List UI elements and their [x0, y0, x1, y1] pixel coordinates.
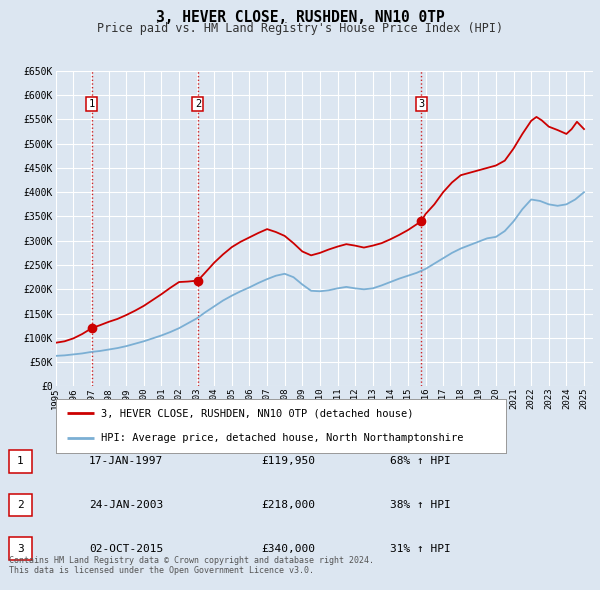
- Text: 1: 1: [17, 457, 24, 466]
- Text: 02-OCT-2015: 02-OCT-2015: [89, 544, 163, 553]
- Text: 3, HEVER CLOSE, RUSHDEN, NN10 0TP (detached house): 3, HEVER CLOSE, RUSHDEN, NN10 0TP (detac…: [101, 408, 413, 418]
- Text: HPI: Average price, detached house, North Northamptonshire: HPI: Average price, detached house, Nort…: [101, 434, 463, 444]
- Text: 68% ↑ HPI: 68% ↑ HPI: [389, 457, 451, 466]
- Text: 3: 3: [17, 544, 24, 553]
- Text: 17-JAN-1997: 17-JAN-1997: [89, 457, 163, 466]
- Text: 3, HEVER CLOSE, RUSHDEN, NN10 0TP: 3, HEVER CLOSE, RUSHDEN, NN10 0TP: [155, 10, 445, 25]
- Text: £340,000: £340,000: [261, 544, 315, 553]
- Text: This data is licensed under the Open Government Licence v3.0.: This data is licensed under the Open Gov…: [9, 566, 314, 575]
- Text: 1: 1: [89, 99, 95, 109]
- Text: 2: 2: [17, 500, 24, 510]
- Text: £119,950: £119,950: [261, 457, 315, 466]
- Text: Price paid vs. HM Land Registry's House Price Index (HPI): Price paid vs. HM Land Registry's House …: [97, 22, 503, 35]
- Text: £218,000: £218,000: [261, 500, 315, 510]
- Text: 24-JAN-2003: 24-JAN-2003: [89, 500, 163, 510]
- Text: 38% ↑ HPI: 38% ↑ HPI: [389, 500, 451, 510]
- Text: 2: 2: [195, 99, 201, 109]
- Text: 3: 3: [418, 99, 424, 109]
- Text: 31% ↑ HPI: 31% ↑ HPI: [389, 544, 451, 553]
- Text: Contains HM Land Registry data © Crown copyright and database right 2024.: Contains HM Land Registry data © Crown c…: [9, 556, 374, 565]
